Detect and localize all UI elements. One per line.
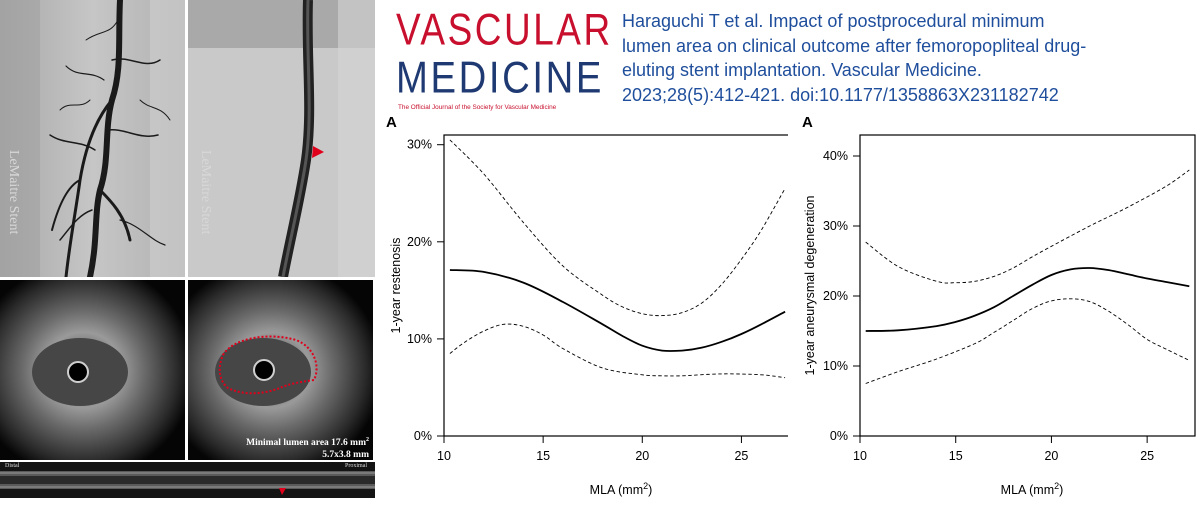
lumen-area-unit-sup: 2 <box>366 437 369 443</box>
y-tick-label: 10% <box>407 332 432 346</box>
x-tick-label: 25 <box>1140 449 1154 463</box>
panel-label: A <box>802 114 813 131</box>
longitudinal-strip-graphic <box>0 462 375 498</box>
x-tick-label: 10 <box>853 449 867 463</box>
journal-name-line2: MEDICINE <box>396 52 605 103</box>
x-tick-label: 25 <box>734 449 748 463</box>
y-axis-title: 1-year restenosis <box>389 238 403 334</box>
ivus-measured-image: Minimal lumen area 17.6 mm2 5.7x3.8 mm <box>188 280 373 460</box>
citation-line-4: 2023;28(5):412-421. doi:10.1177/1358863X… <box>622 84 1059 105</box>
strip-marker-icon <box>279 488 286 495</box>
citation-line-2: lumen area on clinical outcome after fem… <box>622 35 1087 56</box>
article-citation: Haraguchi T et al. Impact of postprocedu… <box>622 9 1197 107</box>
upper-ci-curve <box>865 169 1190 284</box>
ivus-longitudinal-view: Distal Proximal <box>0 462 375 498</box>
journal-logo: VASCULAR MEDICINE The Official Journal o… <box>393 6 610 116</box>
y-tick-label: 20% <box>823 289 848 303</box>
lower-ci-curve <box>449 323 786 379</box>
restenosis-chart: A 10 15 20 25 0% 10% 20% 30% MLA (mm2) 1-year rest… <box>386 114 788 497</box>
svg-text:LeMaitre Stent: LeMaitre Stent <box>6 150 21 234</box>
arrowhead-marker-icon <box>312 146 324 158</box>
angiogram-post-image: LeMaitre Stent <box>188 0 375 277</box>
aneurysmal-degeneration-chart: A 10 15 20 25 0% 10% 20% 30% 40% MLA (mm2) 1-year a… <box>802 114 1196 497</box>
x-tick-label: 15 <box>536 449 550 463</box>
clinical-images-panel: LeMaitre Stent LeMaitre Stent <box>0 0 377 522</box>
y-tick-label: 40% <box>823 149 848 163</box>
estimate-curve <box>865 267 1190 332</box>
y-tick-label: 30% <box>823 219 848 233</box>
journal-name-line1: VASCULAR <box>396 4 613 55</box>
lumen-outline <box>218 335 318 395</box>
x-tick-label: 20 <box>635 449 649 463</box>
svg-text:LeMaitre Stent: LeMaitre Stent <box>198 150 213 234</box>
minimal-lumen-area-caption: Minimal lumen area 17.6 mm2 5.7x3.8 mm <box>246 434 369 460</box>
estimate-curve <box>449 269 786 352</box>
ivus-cross-section-image <box>0 280 185 460</box>
citation-line-1: Haraguchi T et al. Impact of postprocedu… <box>622 11 1045 31</box>
x-axis-title-text: MLA (mm <box>1001 483 1054 497</box>
x-axis-title: MLA (mm2) <box>590 481 653 497</box>
angiogram-post-graphic: LeMaitre Stent <box>188 0 375 277</box>
upper-ci-curve <box>449 139 786 317</box>
citation-line-3: eluting stent implantation. Vascular Med… <box>622 60 982 80</box>
x-axis-title-close: ) <box>648 483 652 497</box>
y-tick-label: 20% <box>407 235 432 249</box>
y-tick-label: 0% <box>414 429 432 443</box>
journal-tagline: The Official Journal of the Society for … <box>398 104 557 111</box>
lumen-dimensions-text: 5.7x3.8 mm <box>322 450 369 460</box>
x-axis-title-sup: 2 <box>643 481 648 491</box>
x-axis-title-text: MLA (mm <box>590 483 643 497</box>
x-axis-title-close: ) <box>1059 483 1063 497</box>
y-tick-label: 10% <box>823 359 848 373</box>
x-axis-title-sup: 2 <box>1054 481 1059 491</box>
x-axis-title: MLA (mm2) <box>1001 481 1064 497</box>
lower-ci-curve <box>865 298 1190 384</box>
panel-label: A <box>386 114 397 131</box>
y-tick-label: 0% <box>830 429 848 443</box>
ivus-right-graphic <box>188 280 373 460</box>
x-tick-label: 10 <box>437 449 451 463</box>
plot-frame <box>859 134 1196 437</box>
y-tick-label: 30% <box>407 138 432 152</box>
angiogram-pre-graphic: LeMaitre Stent <box>0 0 185 277</box>
x-tick-label: 20 <box>1044 449 1058 463</box>
strip-proximal-label: Proximal <box>345 463 367 469</box>
x-tick-label: 15 <box>949 449 963 463</box>
angiogram-pre-image: LeMaitre Stent <box>0 0 185 277</box>
plot-frame <box>443 134 788 437</box>
lumen-area-text: Minimal lumen area 17.6 mm <box>246 438 366 449</box>
y-axis-title: 1-year aneurysmal degeneration <box>803 195 817 375</box>
ivus-left-graphic <box>0 280 185 460</box>
strip-distal-label: Distal <box>5 463 20 469</box>
